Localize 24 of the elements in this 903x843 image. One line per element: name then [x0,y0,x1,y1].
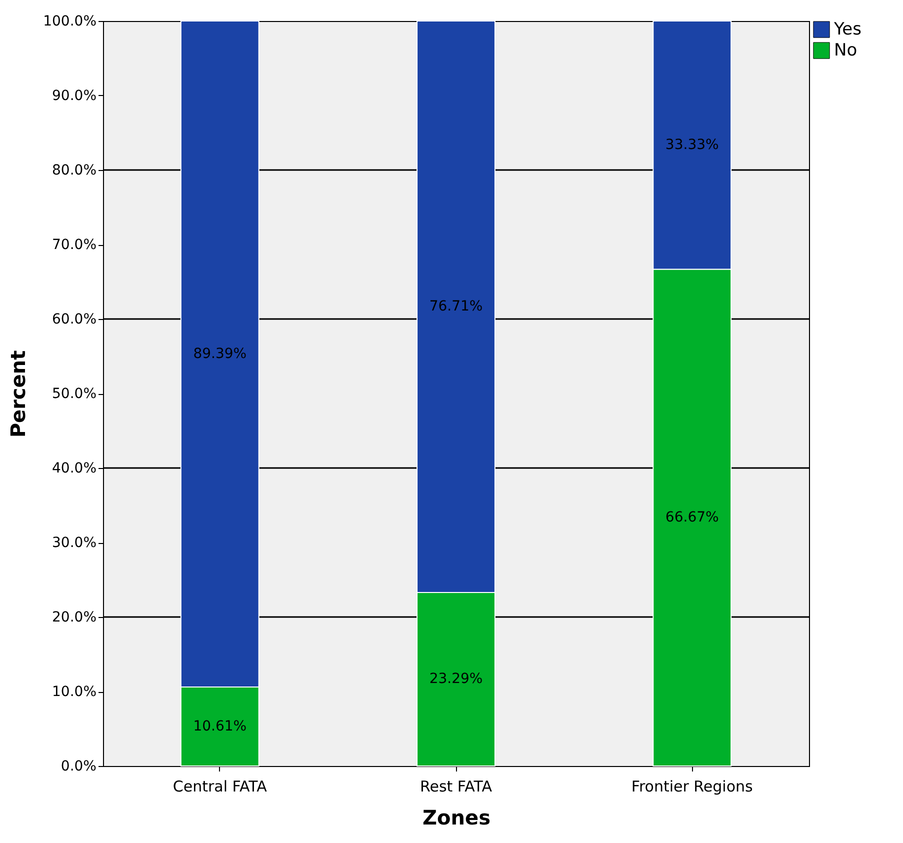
y-tick-label: 40.0% [52,460,96,476]
y-tick-label: 60.0% [52,312,96,328]
x-axis-title: Zones [422,806,490,830]
data-label: 89.39% [193,346,247,362]
y-axis-title: Percent [6,350,30,438]
y-tick-label: 0.0% [60,758,96,774]
data-label: 76.71% [429,298,483,315]
y-tick-label: 80.0% [52,162,96,178]
data-label: 10.61% [193,718,247,734]
x-tick-label: Frontier Regions [631,778,754,796]
legend-label: No [834,40,858,60]
y-tick-label: 100.0% [43,14,96,30]
y-tick-label: 30.0% [52,535,96,551]
y-tick-label: 20.0% [52,610,96,626]
data-label: 33.33% [665,137,719,154]
y-tick-label: 50.0% [52,386,96,402]
x-tick-label: Central FATA [172,778,268,796]
x-tick-label: Rest FATA [420,778,493,796]
legend-label: Yes [833,20,862,40]
y-tick-label: 90.0% [52,88,96,104]
data-label: 66.67% [665,510,719,526]
y-tick-label: 70.0% [52,237,96,253]
y-tick-label: 10.0% [52,684,96,700]
data-label: 23.29% [429,671,483,688]
